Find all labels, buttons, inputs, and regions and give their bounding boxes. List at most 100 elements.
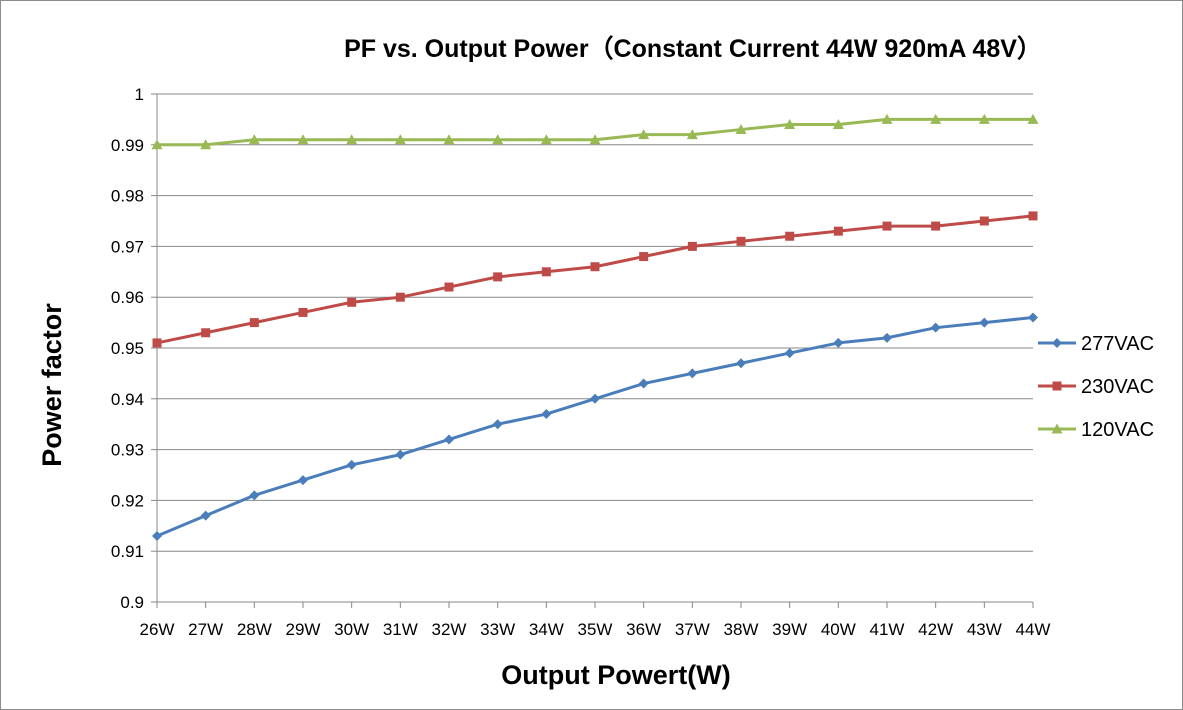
y-tick-label: 0.93: [111, 441, 144, 460]
x-tick-label: 38W: [724, 620, 759, 639]
x-tick-label: 39W: [772, 620, 807, 639]
data-point-277vac: [979, 317, 990, 328]
x-tick-label: 37W: [675, 620, 710, 639]
data-point-277vac: [346, 459, 357, 470]
x-tick-label: 40W: [821, 620, 856, 639]
y-tick-label: 0.91: [111, 542, 144, 561]
data-point-120vac: [492, 134, 504, 145]
data-point-230vac: [493, 272, 503, 282]
data-point-230vac: [736, 236, 746, 246]
data-point-120vac: [638, 129, 650, 140]
x-tick-label: 27W: [188, 620, 223, 639]
data-point-230vac: [395, 292, 405, 302]
data-point-230vac: [931, 221, 941, 231]
legend-marker-120vac: [1051, 423, 1063, 434]
x-tick-label: 36W: [626, 620, 661, 639]
y-axis-title: Power factor: [37, 303, 67, 467]
y-tick-label: 0.97: [111, 237, 144, 256]
y-tick-label: 0.95: [111, 339, 144, 358]
x-tick-label: 28W: [237, 620, 272, 639]
data-point-277vac: [152, 530, 162, 541]
legend-marker-230vac: [1052, 381, 1062, 391]
data-point-230vac: [979, 216, 989, 226]
x-tick-label: 44W: [1016, 620, 1051, 639]
legend-label-120vac: 120VAC: [1081, 419, 1154, 441]
data-point-277vac: [492, 419, 503, 430]
data-point-120vac: [978, 113, 990, 124]
x-axis-title: Output Powert(W): [501, 660, 730, 690]
y-tick-label: 0.94: [111, 390, 144, 409]
data-point-277vac: [249, 490, 260, 501]
x-tick-label: 43W: [967, 620, 1002, 639]
data-point-277vac: [541, 409, 552, 420]
data-point-120vac: [297, 134, 309, 145]
y-tick-label: 0.9: [120, 593, 144, 612]
data-point-277vac: [1028, 312, 1038, 323]
x-tick-label: 26W: [140, 620, 175, 639]
x-tick-label: 33W: [480, 620, 515, 639]
data-point-120vac: [200, 139, 212, 150]
data-point-230vac: [201, 328, 211, 338]
data-point-230vac: [687, 241, 697, 251]
data-point-120vac: [394, 134, 406, 145]
legend-label-230vac: 230VAC: [1081, 376, 1154, 398]
y-tick-label: 0.96: [111, 288, 144, 307]
x-tick-label: 29W: [286, 620, 321, 639]
data-point-277vac: [638, 378, 649, 389]
data-point-230vac: [444, 282, 454, 292]
y-tick-label: 0.92: [111, 491, 144, 510]
data-point-277vac: [200, 510, 211, 521]
series-line-277vac: [156, 316, 1034, 538]
data-point-277vac: [444, 434, 454, 445]
data-point-230vac: [833, 226, 843, 236]
data-point-230vac: [249, 318, 259, 328]
data-point-277vac: [784, 348, 795, 359]
legend: 277VAC 230VAC 120VAC: [1038, 333, 1154, 441]
data-point-277vac: [590, 393, 600, 404]
data-point-120vac: [151, 139, 163, 150]
x-tick-label: 30W: [334, 620, 369, 639]
data-point-277vac: [833, 337, 844, 348]
y-tick-label: 0.98: [111, 187, 144, 206]
data-point-230vac: [785, 231, 795, 241]
y-tick-label: 1: [135, 85, 144, 104]
data-point-277vac: [930, 322, 941, 333]
x-tick-label: 35W: [578, 620, 613, 639]
data-point-120vac: [881, 113, 893, 124]
data-point-277vac: [395, 449, 406, 460]
data-point-230vac: [590, 262, 600, 272]
data-point-120vac: [346, 134, 358, 145]
data-point-277vac: [882, 332, 892, 343]
y-tick-label: 0.99: [111, 136, 144, 155]
data-point-230vac: [298, 307, 308, 317]
data-point-120vac: [735, 124, 747, 135]
data-point-120vac: [686, 129, 698, 140]
data-point-120vac: [784, 118, 796, 129]
data-point-120vac: [1027, 113, 1039, 124]
data-point-120vac: [443, 134, 455, 145]
x-tick-label: 32W: [432, 620, 467, 639]
gridlines: [157, 93, 1033, 552]
legend-label-277vac: 277VAC: [1081, 333, 1154, 355]
data-point-230vac: [639, 252, 649, 262]
data-point-120vac: [930, 113, 942, 124]
data-point-230vac: [152, 338, 162, 348]
data-point-230vac: [882, 221, 892, 231]
data-point-230vac: [541, 267, 551, 277]
x-tick-label: 34W: [529, 620, 564, 639]
x-tick-label: 31W: [383, 620, 418, 639]
data-point-277vac: [298, 475, 308, 486]
data-point-277vac: [687, 368, 698, 379]
data-point-277vac: [736, 358, 746, 369]
chart-title: PF vs. Output Power（Constant Current 44W…: [344, 34, 1042, 63]
data-point-120vac: [832, 118, 844, 129]
series-line-230vac: [156, 214, 1034, 345]
x-tick-label: 41W: [870, 620, 905, 639]
data-point-120vac: [540, 134, 552, 145]
data-point-120vac: [589, 134, 601, 145]
x-tick-label: 42W: [918, 620, 953, 639]
legend-marker-277vac: [1052, 338, 1062, 348]
series-layer: [151, 113, 1039, 541]
axes: 0.9 0.91 0.92 0.93 0.94 0.95 0.96 0.97 0.98 0.99 1…: [111, 85, 1051, 639]
